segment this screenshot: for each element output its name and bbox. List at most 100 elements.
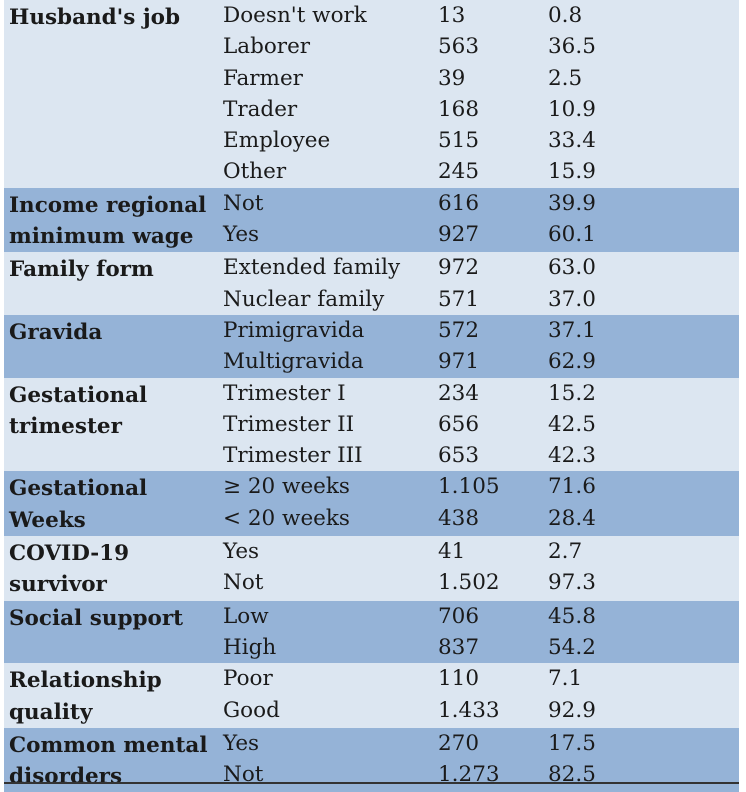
table-row: ≥ 20 weeks 1.105 71.6 [218, 471, 739, 502]
count-cell: 245 [438, 159, 480, 185]
variable-label: COVID-19 survivor [9, 541, 130, 598]
percent-cell: 63.0 [548, 255, 596, 281]
percent-cell: 97.3 [548, 570, 596, 596]
category-cell: Farmer [223, 65, 303, 91]
table-row: Not 1.273 82.5 [218, 759, 739, 790]
table-row: Laborer 563 36.5 [218, 31, 739, 62]
table-row: Good 1.433 92.9 [218, 695, 739, 726]
percent-cell: 36.5 [548, 34, 596, 60]
table-row: High 837 54.2 [218, 632, 739, 663]
category-cell: Low [223, 603, 269, 629]
count-cell: 653 [438, 443, 480, 469]
percent-cell: 45.8 [548, 603, 596, 629]
category-cell: Not [223, 570, 264, 596]
table-row: Other 245 15.9 [218, 156, 739, 187]
percent-cell: 7.1 [548, 666, 583, 692]
category-cell: Poor [223, 666, 273, 692]
table-row: Nuclear family 571 37.0 [218, 284, 739, 315]
count-cell: 234 [438, 380, 480, 406]
category-cell: Extended family [223, 255, 401, 281]
category-cell: Other [223, 159, 287, 185]
count-cell: 837 [438, 634, 480, 660]
table-row: Low 706 45.8 [218, 601, 739, 632]
count-cell: 572 [438, 317, 480, 343]
category-cell: Yes [223, 730, 260, 756]
percent-cell: 28.4 [548, 505, 596, 531]
category-rows: Poor 110 7.1 Good 1.433 92.9 [218, 663, 739, 728]
table-row: Yes 41 2.7 [218, 536, 739, 567]
table-group: COVID-19 survivor Yes 41 2.7 Not 1.502 97.3 [4, 536, 739, 601]
table-row: Not 1.502 97.3 [218, 567, 739, 598]
count-cell: 1.273 [438, 762, 500, 788]
variable-label: Social support [9, 605, 184, 631]
category-rows: Low 706 45.8 High 837 54.2 [218, 601, 739, 664]
category-rows: Trimester I 234 15.2 Trimester II 656 42.5 Tri… [218, 378, 739, 472]
category-cell: Trimester I [223, 380, 346, 406]
variable-label: Common mental disorders [9, 732, 208, 790]
category-rows: Primigravida 572 37.1 Multigravida 971 62.9 [218, 315, 739, 378]
table-row: Yes 927 60.1 [218, 219, 739, 250]
count-cell: 1.502 [438, 570, 500, 596]
characteristics-table: Husband's job Doesn't work 13 0.8 Laborer 563… [4, 0, 739, 792]
table-row: Poor 110 7.1 [218, 663, 739, 694]
percent-cell: 42.3 [548, 443, 596, 469]
variable-label: Husband's job [9, 5, 181, 30]
table-row: Primigravida 572 37.1 [218, 315, 739, 346]
percent-cell: 0.8 [548, 3, 583, 28]
count-cell: 927 [438, 222, 480, 248]
category-cell: Laborer [223, 34, 311, 60]
variable-label: Income regional minimum wage [9, 192, 207, 250]
category-cell: Primigravida [223, 317, 365, 343]
table-group: Relationship quality Poor 110 7.1 Good 1.433 9… [4, 663, 739, 728]
table-group: Income regional minimum wage Not 616 39.9 Ye… [4, 187, 739, 253]
table-row: Trimester I 234 15.2 [218, 378, 739, 409]
percent-cell: 62.9 [548, 349, 596, 375]
count-cell: 971 [438, 349, 480, 375]
table-group: Family form Extended family 972 63.0 Nuclear… [4, 252, 739, 315]
count-cell: 39 [438, 65, 466, 91]
table-row: Employee 515 33.4 [218, 125, 739, 156]
table-row: Trimester II 656 42.5 [218, 409, 739, 440]
table-group: Social support Low 706 45.8 High 837 54.2 [4, 600, 739, 664]
category-cell: Doesn't work [223, 3, 367, 28]
percent-cell: 60.1 [548, 222, 596, 248]
table-group: Husband's job Doesn't work 13 0.8 Laborer 563… [4, 0, 739, 188]
variable-label: Gravida [9, 319, 103, 345]
category-cell: Good [223, 697, 280, 723]
count-cell: 13 [438, 3, 466, 28]
percent-cell: 39.9 [548, 190, 596, 216]
category-cell: Trimester II [223, 411, 355, 437]
category-cell: Not [223, 190, 264, 216]
table-group: Gestational trimester Trimester I 234 15.2 T… [4, 377, 739, 472]
table-group: Gravida Primigravida 572 37.1 Multigravida 97… [4, 314, 739, 378]
percent-cell: 82.5 [548, 762, 596, 788]
variable-label: Gestational Weeks [9, 476, 148, 533]
percent-cell: 92.9 [548, 697, 596, 723]
count-cell: 706 [438, 603, 480, 629]
table-row: Yes 270 17.5 [218, 728, 739, 759]
category-cell: ≥ 20 weeks [223, 474, 350, 500]
category-cell: Yes [223, 222, 260, 248]
count-cell: 616 [438, 190, 480, 216]
table-bottom-rule [4, 782, 739, 784]
table-row: Not 616 39.9 [218, 188, 739, 219]
count-cell: 1.105 [438, 474, 500, 500]
category-cell: Multigravida [223, 349, 364, 375]
category-rows: Doesn't work 13 0.8 Laborer 563 36.5 Farmer 39 2… [218, 0, 739, 188]
count-cell: 41 [438, 539, 466, 565]
category-cell: Not [223, 762, 264, 788]
count-cell: 110 [438, 666, 480, 692]
category-cell: Yes [223, 539, 260, 565]
count-cell: 270 [438, 730, 480, 756]
percent-cell: 15.9 [548, 159, 596, 185]
percent-cell: 37.1 [548, 317, 596, 343]
category-rows: Not 616 39.9 Yes 927 60.1 [218, 188, 739, 253]
category-cell: < 20 weeks [223, 505, 350, 531]
count-cell: 972 [438, 255, 480, 281]
table-group: Gestational Weeks ≥ 20 weeks 1.105 71.6 < 20… [4, 471, 739, 537]
count-cell: 515 [438, 128, 480, 154]
table-row: Trimester III 653 42.3 [218, 440, 739, 471]
table-row: Farmer 39 2.5 [218, 63, 739, 94]
percent-cell: 10.9 [548, 96, 596, 122]
percent-cell: 42.5 [548, 411, 596, 437]
